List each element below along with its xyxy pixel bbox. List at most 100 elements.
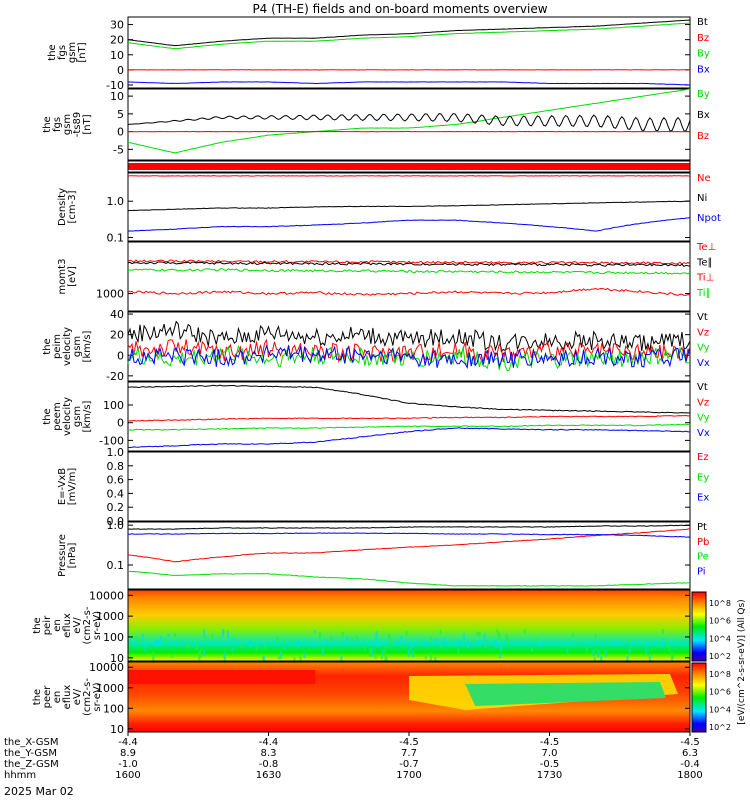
colorbar-scale-1	[691, 591, 707, 662]
peir-texture	[223, 651, 226, 659]
panel-density: 1.0 0.1 Density [cm-3] Ne Ni Npot	[57, 172, 721, 244]
y-axis-label: the fgs gsm [nT]	[47, 42, 88, 63]
legend-entry: Ey	[697, 472, 709, 483]
peir-texture	[459, 640, 462, 646]
y-axis-label-line: eflux	[62, 613, 73, 638]
peir-texture	[240, 644, 243, 649]
peir-texture	[167, 633, 170, 638]
peir-texture	[255, 645, 258, 652]
x-tick-label: 8.3	[261, 748, 277, 759]
series-line-Pe	[127, 570, 691, 587]
x-row-label: the_Y-GSM	[4, 748, 57, 759]
y-axis-label-line: E=-VxB	[57, 468, 68, 505]
y-tick-label: 0.2	[107, 501, 125, 514]
mode-bar	[128, 163, 690, 170]
y-axis-label-line: momt3	[57, 259, 68, 295]
legend-entry: Bz	[697, 131, 709, 142]
peir-texture	[400, 636, 403, 642]
panel-peer: 10000 1000 100 10 the peer en eflux eV/(cm2-s-sr…	[32, 661, 691, 736]
y-axis-label-line: peer	[42, 685, 53, 709]
panel-peir: 10000 1000 100 10 the peir en eflux eV/(cm2-s-sr…	[32, 589, 691, 665]
legend-entry: Bx	[697, 110, 710, 121]
y-tick-label: 10000	[89, 589, 124, 602]
peir-texture	[303, 652, 306, 659]
panel-frame	[127, 311, 691, 382]
y-tick-label: 20	[110, 329, 124, 342]
peer-green-region	[465, 682, 666, 706]
peir-texture	[457, 647, 460, 654]
legend-entry: By	[697, 89, 710, 100]
y-tick-label: 0.8	[107, 460, 125, 473]
y-axis-label-line: the	[42, 408, 53, 424]
x-tick-label: 8.9	[120, 748, 136, 759]
peir-texture	[368, 648, 371, 657]
y-axis-label-line: Density	[57, 188, 68, 226]
y-tick-label: 1000	[96, 610, 124, 623]
y-tick-label: -100	[99, 434, 124, 447]
x-tick-label: -0.4	[680, 759, 700, 770]
peir-texture	[279, 650, 282, 659]
peir-texture	[500, 643, 503, 652]
y-axis-label-line: the	[32, 617, 43, 633]
y-axis-label: the peem velocity gsm [km/s]	[42, 397, 93, 436]
legend-entry: Bz	[697, 33, 709, 44]
y-tick-label: 100	[103, 702, 124, 715]
colorbar-tick-label: 10^2	[709, 652, 731, 661]
x-axis-annotation: the_X-GSMthe_Y-GSMthe_Z-GSMhhmm-4.48.9-1…	[4, 732, 703, 781]
peir-texture	[405, 630, 408, 636]
y-tick-label: 0.4	[107, 487, 125, 500]
y-axis-label-line: the	[32, 689, 43, 705]
legend-entry: Vt	[697, 382, 708, 393]
peir-texture	[429, 636, 432, 643]
colorbar-label: [eV/(cm^2-s-sr-eV)] (All Qs)	[737, 599, 747, 724]
y-tick-label: 40	[110, 308, 124, 321]
y-axis-label: Density [cm-3]	[57, 188, 78, 226]
panel-temp: 1000 momt3 [eV] Te⊥ Te∥ Ti⊥ Ti∥	[57, 241, 716, 312]
peir-texture	[204, 635, 207, 642]
peir-texture	[283, 645, 286, 650]
legend-entry: Vz	[697, 327, 709, 338]
peir-texture	[505, 633, 508, 640]
legend-entry: By	[697, 49, 710, 60]
peir-texture	[164, 639, 167, 644]
x-tick-label: 1630	[256, 770, 281, 781]
peir-texture	[668, 646, 671, 652]
peir-texture	[391, 641, 394, 647]
peir-texture	[198, 651, 201, 660]
y-tick-label: 5	[117, 108, 124, 121]
legend-entry: Ti∥	[696, 288, 711, 299]
y-tick-label: -5	[113, 143, 124, 156]
peir-texture	[152, 651, 155, 661]
peir-texture	[276, 635, 279, 644]
y-tick-label: 100	[103, 399, 124, 412]
legend-entry: Pt	[697, 522, 707, 533]
peir-texture	[262, 654, 265, 660]
peir-texture	[203, 649, 206, 657]
x-tick-label: -0.8	[259, 759, 279, 770]
y-tick-label: 10	[110, 723, 124, 736]
panel-peem: 100 0 -100 the peem velocity gsm [km/s] Vt Vz Vy Vx	[42, 381, 710, 452]
panel-frame	[127, 381, 691, 452]
legend-entry: Pb	[697, 537, 709, 548]
panel-frame	[127, 160, 691, 173]
peir-texture	[130, 656, 133, 664]
peir-texture	[322, 649, 325, 656]
panel-frame	[127, 589, 691, 662]
y-tick-label: 0.1	[107, 559, 125, 572]
peir-texture	[435, 638, 438, 643]
y-tick-label: 1.0	[107, 195, 125, 208]
peir-texture	[523, 629, 526, 634]
peir-texture	[462, 633, 465, 641]
x-tick-label: -1.0	[118, 759, 138, 770]
colorbar-tick-label: 10^6	[709, 617, 731, 626]
y-axis-label-line: eV/	[72, 617, 83, 634]
x-tick-label: -4.4	[259, 737, 279, 748]
date-label: 2025 Mar 02	[4, 785, 74, 798]
x-tick-label: 1800	[677, 770, 702, 781]
peir-texture	[138, 637, 141, 645]
series-line-Bt	[127, 19, 691, 47]
peir-texture	[628, 648, 631, 654]
peir-texture	[159, 636, 162, 643]
peir-texture	[377, 644, 380, 648]
series-line-Ni	[127, 200, 690, 212]
